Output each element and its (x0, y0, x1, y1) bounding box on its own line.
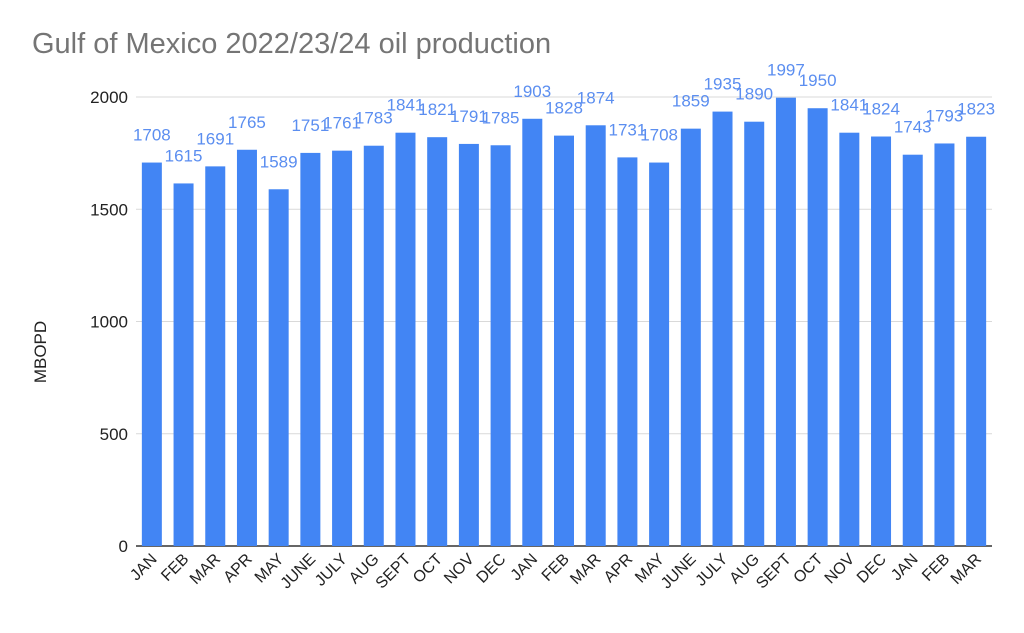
bar (300, 152, 321, 546)
bar (205, 166, 226, 547)
y-tick-label: 1500 (90, 200, 128, 219)
x-tick-label: APR (601, 551, 636, 586)
bar (807, 108, 828, 546)
x-axis-ticks: JANFEBMARAPRMAYJUNEJULYAUGSEPTOCTNOVDECJ… (127, 551, 985, 593)
x-tick-label: SEPT (753, 551, 795, 593)
data-label: 1821 (418, 100, 456, 119)
data-label: 1761 (323, 114, 361, 133)
x-tick-label: APR (221, 551, 256, 586)
bar (490, 145, 511, 546)
x-tick-label: JUNE (658, 551, 700, 593)
bar (744, 121, 765, 546)
data-label: 1743 (894, 118, 932, 137)
bar (871, 136, 892, 546)
bar (554, 135, 574, 546)
chart-title: Gulf of Mexico 2022/23/24 oil production (32, 28, 552, 60)
bar (236, 149, 257, 546)
bar (332, 150, 353, 546)
bar (966, 136, 987, 546)
data-label: 1765 (228, 113, 266, 132)
bar (775, 97, 796, 547)
x-tick-label: MAR (187, 551, 224, 588)
data-label: 1708 (133, 126, 171, 145)
bar (427, 137, 448, 547)
bar (363, 145, 384, 547)
bars (141, 97, 987, 547)
y-tick-label: 500 (100, 425, 128, 444)
data-label: 1890 (735, 85, 773, 104)
data-label: 1935 (704, 75, 742, 94)
y-axis-label: MBOPD (31, 321, 50, 383)
x-tick-label: FEB (539, 551, 573, 585)
data-label: 1589 (260, 152, 298, 171)
bar (902, 154, 923, 546)
bar (839, 132, 860, 546)
bar (617, 157, 638, 546)
x-tick-label: DEC (474, 551, 510, 587)
y-axis-ticks: 0 500 1000 1500 2000 (90, 88, 128, 556)
data-label: 1793 (926, 106, 964, 125)
data-label: 1841 (387, 96, 425, 115)
data-label: 1828 (545, 99, 583, 118)
x-tick-label: FEB (158, 551, 192, 585)
data-label: 1841 (830, 96, 868, 115)
data-labels: 1708161516911765158917511761178318411821… (133, 61, 995, 172)
x-tick-label: MAR (567, 551, 604, 588)
bar (649, 162, 670, 546)
bar (934, 143, 955, 546)
bar (268, 189, 289, 546)
x-tick-label: MAR (948, 551, 985, 588)
y-tick-label: 0 (119, 537, 128, 556)
y-tick-label: 1000 (90, 313, 128, 332)
bar (458, 143, 479, 546)
data-label: 1731 (608, 120, 646, 139)
data-label: 1824 (862, 100, 900, 119)
x-tick-label: OCT (410, 551, 446, 587)
bar (680, 128, 701, 547)
data-label: 1615 (165, 146, 203, 165)
bar (395, 132, 416, 546)
data-label: 1903 (513, 82, 551, 101)
data-label: 1785 (482, 108, 520, 127)
x-tick-label: JAN (508, 551, 541, 584)
data-label: 1791 (450, 107, 488, 126)
data-label: 1859 (672, 92, 710, 111)
data-label: 1751 (291, 116, 329, 135)
bar (173, 183, 194, 546)
data-label: 1874 (577, 88, 615, 107)
data-label: 1783 (355, 109, 393, 128)
x-tick-label: SEPT (373, 551, 415, 593)
data-label: 1691 (196, 129, 234, 148)
data-label: 1950 (799, 71, 837, 90)
x-tick-label: JAN (127, 551, 160, 584)
data-label: 1997 (767, 61, 805, 80)
x-tick-label: FEB (919, 551, 953, 585)
x-tick-label: OCT (791, 551, 827, 587)
data-label: 1823 (957, 100, 995, 119)
data-label: 1708 (640, 126, 678, 145)
bar (712, 111, 733, 546)
x-tick-label: JAN (888, 551, 921, 584)
x-tick-label: JULY (312, 551, 351, 590)
x-tick-label: JUNE (278, 551, 320, 593)
x-tick-label: DEC (854, 551, 890, 587)
bar (522, 118, 543, 547)
bar (585, 125, 606, 547)
bar (141, 162, 162, 546)
x-tick-label: NOV (822, 551, 859, 588)
x-tick-label: JULY (693, 551, 732, 590)
x-tick-label: NOV (441, 551, 478, 588)
y-tick-label: 2000 (90, 88, 128, 107)
